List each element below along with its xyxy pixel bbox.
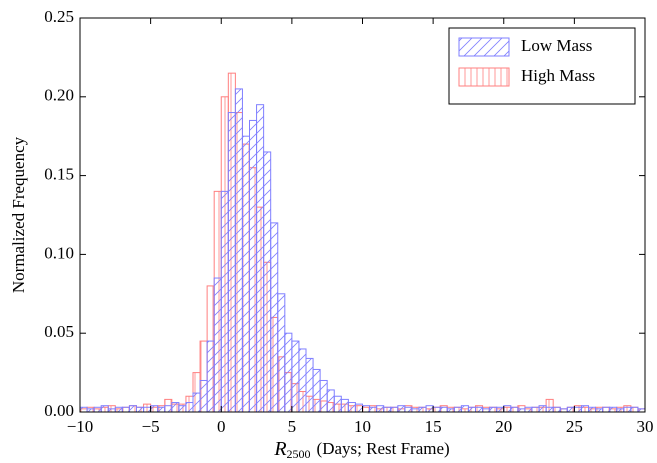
histogram-bar bbox=[489, 406, 498, 413]
histogram-bar bbox=[467, 406, 476, 413]
histogram-bar bbox=[496, 406, 505, 413]
histogram-bar bbox=[227, 112, 236, 413]
histogram-bar bbox=[573, 406, 582, 413]
histogram-bar bbox=[136, 406, 145, 413]
histogram-bar bbox=[277, 293, 286, 413]
histogram-bar bbox=[305, 357, 314, 413]
histogram-bar bbox=[121, 406, 130, 413]
histogram-bar bbox=[291, 340, 300, 413]
histogram-bar bbox=[270, 222, 279, 413]
x-label-symbol: R bbox=[273, 438, 286, 460]
x-tick-label: 15 bbox=[425, 417, 442, 436]
histogram-bar bbox=[213, 277, 222, 413]
x-axis-label: R2500 (Days; Rest Frame) bbox=[273, 438, 449, 461]
x-tick-label: 10 bbox=[354, 417, 371, 436]
histogram-bar bbox=[340, 398, 349, 413]
histogram-bar bbox=[531, 406, 540, 413]
x-tick-label: 5 bbox=[288, 417, 297, 436]
histogram-bar bbox=[284, 332, 293, 413]
histogram-bar bbox=[588, 406, 597, 413]
x-label-subscript: 2500 bbox=[287, 447, 311, 461]
legend-label: Low Mass bbox=[521, 36, 592, 55]
x-tick-label: 30 bbox=[637, 417, 654, 436]
histogram-bar bbox=[630, 406, 639, 413]
histogram-bar bbox=[397, 405, 406, 413]
histogram-bar bbox=[312, 368, 321, 413]
histogram-bar bbox=[425, 405, 434, 413]
histogram-bar bbox=[234, 88, 243, 413]
series bbox=[79, 88, 646, 413]
histogram-bar bbox=[157, 406, 166, 413]
histogram-bar bbox=[545, 406, 554, 413]
histogram-bar bbox=[185, 402, 194, 413]
y-tick-label: 0.25 bbox=[44, 7, 74, 26]
x-tick-label: 0 bbox=[217, 417, 226, 436]
histogram-bar bbox=[256, 104, 265, 413]
y-tick-label: 0.15 bbox=[44, 165, 74, 184]
x-tick-label: 20 bbox=[495, 417, 512, 436]
histogram-bar bbox=[602, 406, 611, 413]
histogram-bar bbox=[524, 406, 533, 413]
x-tick-label: 25 bbox=[566, 417, 583, 436]
histogram-bar bbox=[510, 406, 519, 413]
histogram-bar bbox=[114, 406, 123, 413]
series bbox=[79, 72, 646, 413]
histogram-bar bbox=[333, 395, 342, 413]
x-label-text: (Days; Rest Frame) bbox=[317, 439, 450, 458]
legend-swatch bbox=[458, 37, 510, 57]
x-tick-label: −5 bbox=[142, 417, 160, 436]
histogram-bar bbox=[164, 405, 173, 413]
histogram-bar bbox=[319, 379, 328, 413]
histogram-bar bbox=[347, 402, 356, 413]
histogram-bar bbox=[432, 406, 441, 413]
histogram-bar bbox=[566, 406, 575, 413]
histogram-bar bbox=[376, 405, 385, 413]
histogram-bar bbox=[206, 340, 215, 413]
histogram-bar bbox=[171, 402, 180, 413]
histogram-bar bbox=[150, 405, 159, 413]
histogram-bar bbox=[199, 379, 208, 413]
histogram-bar bbox=[453, 406, 462, 413]
histogram-bar bbox=[143, 406, 152, 413]
legend-label: High Mass bbox=[521, 66, 595, 85]
y-axis-label: Normalized Frequency bbox=[9, 136, 28, 293]
histogram-bar bbox=[362, 405, 371, 413]
histogram-bar bbox=[439, 406, 448, 413]
histogram-bar bbox=[538, 405, 547, 413]
histogram-bar bbox=[263, 151, 272, 413]
histogram-bar bbox=[298, 348, 307, 413]
histogram-bar bbox=[475, 406, 484, 413]
legend-swatch bbox=[458, 67, 510, 87]
histogram-bar bbox=[178, 405, 187, 413]
y-tick-label: 0.00 bbox=[44, 401, 74, 420]
histogram-bar bbox=[460, 405, 469, 413]
histogram-bar bbox=[552, 406, 561, 413]
histogram-bar bbox=[354, 403, 363, 413]
y-tick-label: 0.05 bbox=[44, 322, 74, 341]
histogram-bar bbox=[326, 389, 335, 413]
histogram-bar bbox=[249, 119, 258, 413]
histogram-bar bbox=[93, 406, 102, 413]
histogram-bar bbox=[79, 406, 88, 413]
histogram-bar bbox=[128, 405, 137, 413]
histogram-bar bbox=[100, 405, 109, 413]
histogram-bar bbox=[503, 405, 512, 413]
histogram-bar bbox=[418, 406, 427, 413]
histogram-bar bbox=[192, 392, 201, 413]
histogram-bar bbox=[241, 135, 250, 413]
histogram-bar bbox=[220, 190, 229, 413]
histogram-bar bbox=[390, 406, 399, 413]
y-tick-label: 0.10 bbox=[44, 243, 74, 262]
histogram-bar bbox=[369, 406, 378, 413]
histogram-bar bbox=[623, 406, 632, 413]
histogram-bar bbox=[383, 406, 392, 413]
histogram-bar bbox=[404, 406, 413, 413]
y-tick-label: 0.20 bbox=[44, 86, 74, 105]
histogram-bar bbox=[580, 405, 589, 413]
histogram-bar bbox=[609, 406, 618, 413]
x-tick-label: −10 bbox=[67, 417, 94, 436]
